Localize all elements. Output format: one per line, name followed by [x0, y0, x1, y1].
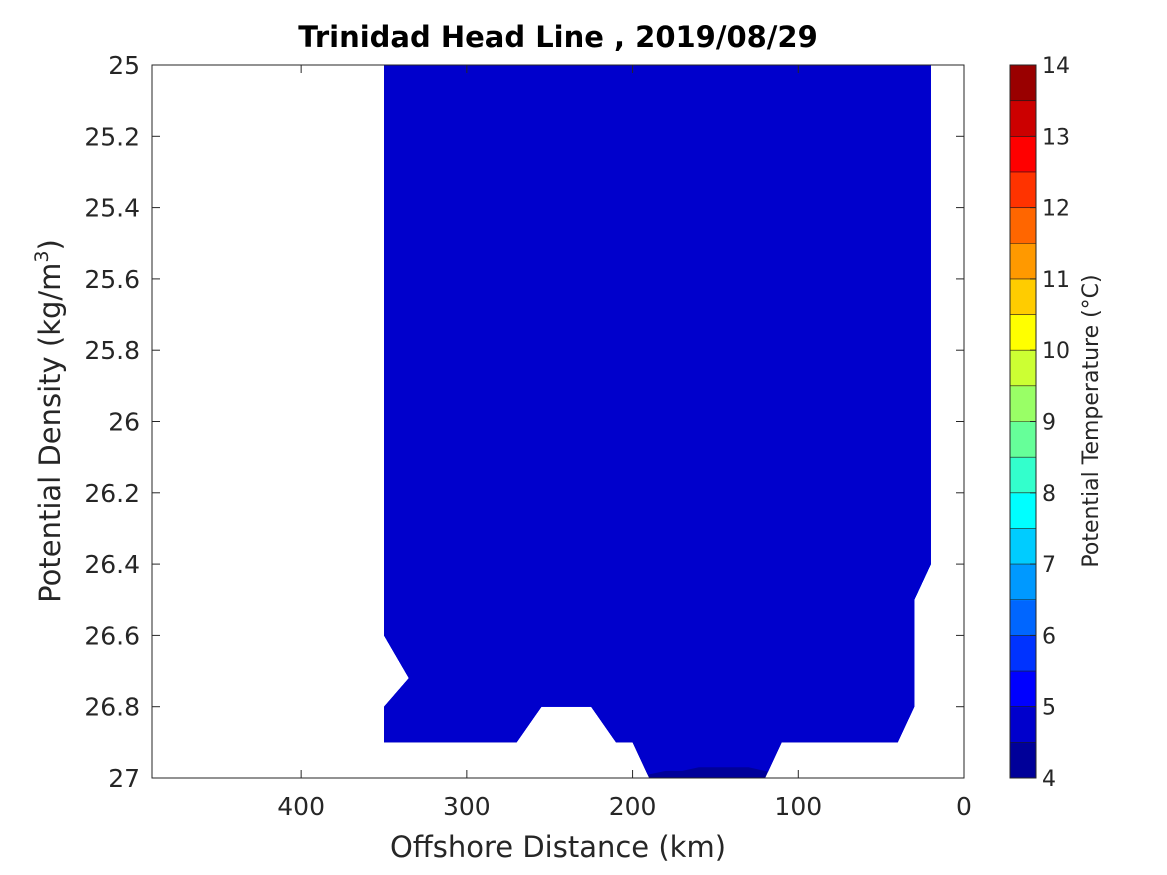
y-tick-label: 26.2	[84, 479, 140, 508]
colorbar-tick-label: 7	[1042, 553, 1056, 578]
x-tick-label: 100	[774, 792, 822, 821]
colorbar-band	[1010, 207, 1036, 244]
colorbar-band	[1010, 599, 1036, 636]
colorbar-band	[1010, 421, 1036, 458]
y-tick-label: 26	[108, 408, 140, 437]
colorbar-tick-labels: 4 5 6 7 8 9 10 11 12 13 14	[1030, 54, 1070, 792]
y-tick-label: 26.4	[84, 550, 140, 579]
x-tick-label: 0	[956, 792, 972, 821]
colorbar-band	[1010, 742, 1036, 779]
colorbar-band	[1010, 65, 1036, 102]
colorbar-band	[1010, 671, 1036, 708]
y-tick-label: 25.4	[84, 194, 140, 223]
y-tick-label: 26.6	[84, 621, 140, 650]
colorbar-band	[1010, 350, 1036, 387]
y-tick-label: 27	[108, 764, 140, 793]
chart-title: Trinidad Head Line , 2019/08/29	[298, 20, 818, 54]
y-tick-label: 25.8	[84, 336, 140, 365]
colorbar-label: Potential Temperature (°C)	[1079, 274, 1104, 567]
colorbar-band	[1010, 635, 1036, 672]
colorbar-band	[1010, 706, 1036, 743]
contour-fill-layer	[384, 65, 931, 778]
colorbar-tick-label: 8	[1042, 482, 1056, 507]
colorbar-tick-label: 10	[1042, 339, 1070, 364]
colorbar-band	[1010, 385, 1036, 422]
y-tick-label: 25	[108, 51, 140, 80]
y-tick-label: 26.8	[84, 693, 140, 722]
colorbar-tick-label: 9	[1042, 411, 1056, 436]
colorbar-band	[1010, 528, 1036, 565]
x-tick-label: 200	[609, 792, 657, 821]
y-axis-label: Potential Density (kg/m3)	[31, 239, 67, 603]
colorbar-tick-label: 4	[1042, 767, 1056, 792]
colorbar-band	[1010, 278, 1036, 316]
y-axis-label-superscript: 3	[31, 250, 53, 262]
colorbar-tick-label: 11	[1042, 268, 1070, 293]
y-axis-label-main: Potential Density (kg/m	[33, 263, 67, 603]
colorbar-band	[1010, 171, 1036, 209]
colorbar-tick-label: 14	[1042, 54, 1070, 79]
colorbar-band	[1010, 492, 1036, 529]
colorbar-tick-label: 5	[1042, 696, 1056, 721]
y-tick-label: 25.6	[84, 265, 140, 294]
colorbar-band	[1010, 564, 1036, 601]
colorbar-tick-label: 12	[1042, 197, 1070, 222]
colorbar-bands	[1010, 65, 1036, 779]
colorbar-tick-label: 6	[1042, 624, 1056, 649]
colorbar-band	[1010, 314, 1036, 351]
colorbar-tick-label: 13	[1042, 125, 1070, 150]
x-tick-label: 300	[443, 792, 491, 821]
axis-ticks	[152, 64, 965, 779]
colorbar: 4 5 6 7 8 9 10 11 12 13 14 Potential Temperature (…	[1009, 54, 1104, 792]
colorbar-band	[1010, 100, 1036, 137]
colorbar-band	[1010, 457, 1036, 494]
colorbar-band	[1010, 243, 1036, 280]
y-axis-label-close: )	[33, 239, 67, 250]
contour-band-4.5	[384, 65, 931, 778]
x-tick-label: 400	[277, 792, 325, 821]
x-axis-tick-labels: 400 300 200 100 0	[277, 792, 972, 821]
colorbar-band	[1010, 136, 1036, 173]
x-axis-label: Offshore Distance (km)	[390, 830, 726, 864]
plot-area	[151, 64, 965, 779]
y-tick-label: 25.2	[84, 122, 140, 151]
y-axis-tick-labels: 25 25.2 25.4 25.6 25.8 26 26.2 26.4 26.6 26.8 27	[84, 51, 140, 793]
